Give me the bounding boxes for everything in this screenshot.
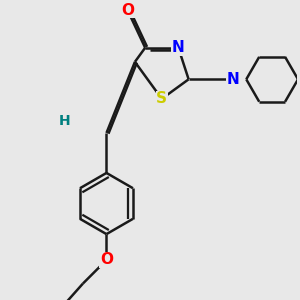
Text: O: O xyxy=(100,253,113,268)
Text: H: H xyxy=(58,114,70,128)
Text: S: S xyxy=(156,91,167,106)
Text: O: O xyxy=(121,3,134,18)
Text: N: N xyxy=(172,40,185,55)
Text: N: N xyxy=(227,72,240,87)
